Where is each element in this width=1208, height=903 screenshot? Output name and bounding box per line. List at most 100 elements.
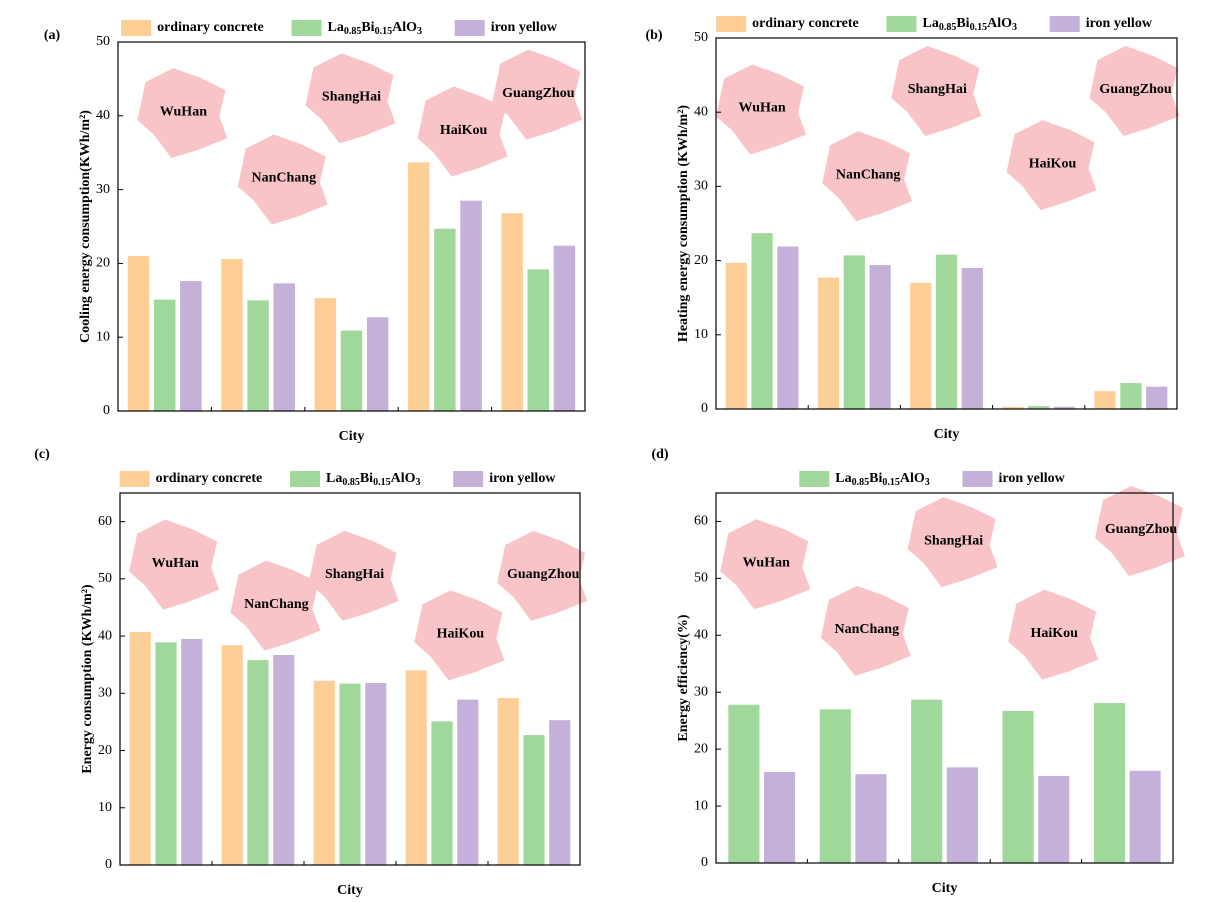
city-label: WuHan xyxy=(152,556,199,571)
bar xyxy=(961,268,983,409)
city-map xyxy=(1095,486,1186,576)
bar xyxy=(527,269,550,411)
legend-swatch xyxy=(291,20,322,36)
x-axis-label: City xyxy=(337,883,363,898)
bar xyxy=(725,262,747,409)
y-tick-label: 50 xyxy=(694,30,708,45)
bar xyxy=(457,699,479,865)
bar xyxy=(247,660,269,865)
bar xyxy=(523,735,545,865)
y-tick-label: 50 xyxy=(96,34,110,49)
bar xyxy=(313,680,335,865)
city-label: NanChang xyxy=(251,171,316,186)
bar xyxy=(946,767,978,863)
panel-label: (c) xyxy=(34,447,50,462)
y-tick-label: 50 xyxy=(694,571,708,586)
y-tick-label: 30 xyxy=(694,684,708,699)
city-label: ShangHai xyxy=(325,567,384,582)
legend-swatch xyxy=(799,471,830,487)
bar xyxy=(1038,775,1070,863)
legend-swatch xyxy=(716,16,747,32)
bar xyxy=(910,282,932,409)
bar xyxy=(408,162,430,411)
city-label: ShangHai xyxy=(908,82,967,97)
bar xyxy=(365,683,387,865)
city-label: HaiKou xyxy=(1029,156,1077,171)
city-map xyxy=(822,131,913,222)
city-map xyxy=(1006,120,1097,211)
y-tick-label: 30 xyxy=(98,686,112,701)
bar xyxy=(1094,391,1116,409)
bar xyxy=(728,704,760,863)
bar xyxy=(1129,770,1161,863)
bar xyxy=(1002,406,1024,409)
legend-label: iron yellow xyxy=(1086,16,1153,31)
bar xyxy=(843,255,865,409)
legend-label: ordinary concrete xyxy=(157,20,264,35)
legend-label: La0.85Bi0.15AlO3 xyxy=(835,471,929,488)
city-label: GuangZhou xyxy=(1105,522,1178,537)
bar xyxy=(339,683,361,865)
y-tick-label: 40 xyxy=(98,628,112,643)
y-tick-label: 10 xyxy=(694,327,708,342)
bar xyxy=(1028,406,1050,409)
bar xyxy=(127,256,150,411)
y-tick-label: 10 xyxy=(98,800,112,815)
legend-swatch xyxy=(962,471,993,487)
bar xyxy=(273,654,295,865)
legend-label: iron yellow xyxy=(489,471,556,486)
bar xyxy=(817,277,840,409)
legend-swatch xyxy=(121,20,152,36)
city-map xyxy=(716,64,807,155)
city-map xyxy=(820,585,911,676)
y-axis-label: Heating energy consumption (KWh/m²) xyxy=(676,105,691,342)
y-tick-label: 20 xyxy=(96,256,110,271)
legend-label: La0.85Bi0.15AlO3 xyxy=(328,20,422,37)
legend-label: iron yellow xyxy=(999,471,1066,486)
panel-label: (d) xyxy=(651,447,668,462)
y-tick-label: 0 xyxy=(701,855,708,870)
city-label: GuangZhou xyxy=(1099,82,1172,97)
city-map xyxy=(907,497,998,588)
bar xyxy=(180,281,202,411)
panel-label: (a) xyxy=(44,28,61,43)
city-label: HaiKou xyxy=(440,123,488,138)
y-tick-label: 20 xyxy=(694,741,708,756)
bar xyxy=(549,720,571,865)
city-label: NanChang xyxy=(244,597,309,612)
y-tick-label: 20 xyxy=(694,253,708,268)
bar xyxy=(1146,386,1168,409)
city-map xyxy=(497,530,588,621)
y-tick-label: 0 xyxy=(701,401,708,416)
y-tick-label: 30 xyxy=(96,182,110,197)
y-tick-label: 10 xyxy=(96,329,110,344)
bar xyxy=(314,298,337,411)
y-tick-label: 40 xyxy=(96,108,110,123)
bar xyxy=(405,670,427,865)
city-label: NanChang xyxy=(836,167,901,182)
bar xyxy=(273,283,295,411)
city-map xyxy=(492,49,583,140)
legend-swatch xyxy=(1049,16,1080,32)
bar xyxy=(153,299,176,411)
city-map xyxy=(305,53,396,144)
bar xyxy=(935,254,958,409)
bar xyxy=(763,771,796,863)
bar xyxy=(181,638,203,865)
y-tick-label: 0 xyxy=(103,403,110,418)
bar xyxy=(221,645,243,865)
city-label: HaiKou xyxy=(437,627,485,642)
city-label: WuHan xyxy=(160,104,207,119)
city-map xyxy=(414,590,505,681)
city-map xyxy=(720,519,811,610)
plot-frame xyxy=(715,492,1174,864)
legend-swatch xyxy=(290,471,320,487)
bar xyxy=(869,265,891,409)
city-map xyxy=(417,86,508,177)
y-tick-label: 10 xyxy=(694,798,708,813)
panel-label: (b) xyxy=(645,28,662,43)
city-label: WuHan xyxy=(738,101,785,116)
y-tick-label: 20 xyxy=(98,743,112,758)
city-label: GuangZhou xyxy=(507,567,580,582)
legend-swatch xyxy=(886,16,917,32)
